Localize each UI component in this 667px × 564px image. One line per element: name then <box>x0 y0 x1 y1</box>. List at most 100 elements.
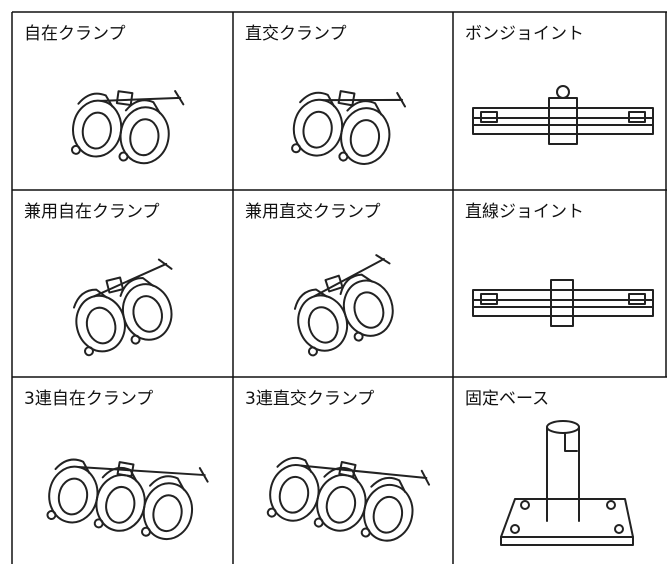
cell-label: 直交クランプ <box>245 24 347 44</box>
ring-inner <box>353 291 385 329</box>
pipe <box>472 107 654 135</box>
ring-inner <box>325 485 357 524</box>
sleeve <box>550 279 574 327</box>
cell-label: 3連自在クランプ <box>24 389 153 409</box>
hinge <box>149 475 185 491</box>
bolt <box>77 465 209 483</box>
end <box>628 111 646 123</box>
cell-label: 自在クランプ <box>24 24 126 44</box>
ring-inner <box>81 111 112 150</box>
nut <box>105 276 124 294</box>
hole <box>520 500 530 510</box>
hole <box>614 524 624 534</box>
hinge <box>346 100 383 116</box>
hinge <box>124 99 161 115</box>
ring <box>363 483 414 542</box>
ring-inner <box>307 306 339 344</box>
end <box>480 111 498 123</box>
hinge <box>276 456 313 473</box>
hinge <box>77 92 114 108</box>
cell-label: 直線ジョイント <box>465 202 584 222</box>
cell: 兼用自在クランプ <box>24 202 173 357</box>
ring-inner <box>278 475 310 514</box>
hinge <box>299 91 335 108</box>
ring-inner <box>132 295 163 333</box>
rivet <box>70 144 81 155</box>
nut <box>338 461 357 478</box>
joint-sketch <box>472 85 654 145</box>
ring <box>121 283 173 341</box>
ring <box>142 482 194 541</box>
ring <box>340 107 391 165</box>
plate <box>500 498 634 538</box>
nut <box>337 90 356 107</box>
clamp-sketch <box>293 254 394 357</box>
rivet <box>291 143 302 154</box>
cell: 固定ベース <box>465 389 634 546</box>
nut <box>116 461 135 478</box>
rivet <box>307 346 318 357</box>
sleeve <box>548 97 578 145</box>
ring <box>72 99 123 158</box>
cell: 直交クランプ <box>245 24 406 165</box>
ring <box>119 106 170 165</box>
ring-inner <box>57 477 89 516</box>
ring <box>48 465 99 524</box>
pipe <box>472 289 654 317</box>
post <box>546 426 580 522</box>
rivet <box>46 510 57 521</box>
clamp-sketch <box>46 458 209 541</box>
hinge <box>339 273 374 296</box>
rivet <box>313 517 324 528</box>
joint-sketch <box>472 279 654 327</box>
ring <box>342 279 394 337</box>
ring <box>75 294 126 353</box>
nut <box>324 274 344 293</box>
bolt <box>92 258 173 298</box>
rivet <box>130 334 141 345</box>
ring-inner <box>85 306 117 345</box>
ring-inner <box>302 110 333 149</box>
slot <box>564 432 578 452</box>
cell: 兼用直交クランプ <box>245 202 394 357</box>
cell-label: ボンジョイント <box>465 24 584 44</box>
bolt <box>321 91 406 108</box>
plate-edge <box>500 536 634 546</box>
rivet <box>118 151 129 162</box>
cell-label: 固定ベース <box>465 389 549 409</box>
hole <box>606 500 616 510</box>
rivet <box>140 526 151 537</box>
rivet <box>353 331 364 342</box>
ring <box>292 98 344 157</box>
hinge <box>72 288 108 309</box>
hinge <box>54 458 91 474</box>
bolt <box>299 464 431 486</box>
cell: 3連直交クランプ <box>245 389 431 542</box>
cell: 自在クランプ <box>24 24 185 165</box>
end <box>480 293 498 305</box>
cell-label: 3連直交クランプ <box>245 389 374 409</box>
clamp-sketch <box>72 258 173 357</box>
ring-inner <box>349 119 381 157</box>
ring <box>95 473 146 532</box>
clamp-sketch <box>70 90 185 165</box>
hinge <box>370 476 407 493</box>
rivet <box>338 151 349 162</box>
ring-inner <box>372 495 404 534</box>
base-sketch <box>500 420 634 546</box>
cell: 直線ジョイント <box>465 202 654 327</box>
bolt <box>100 90 185 106</box>
post-top <box>546 420 580 434</box>
rivet <box>93 518 104 529</box>
cell-label: 兼用自在クランプ <box>24 202 160 222</box>
hinge <box>119 276 155 297</box>
hinge <box>293 288 328 310</box>
clamp-sketch <box>291 90 406 165</box>
nut <box>115 90 134 107</box>
cell: 3連自在クランプ <box>24 389 209 541</box>
rivet <box>83 346 94 357</box>
ring-inner <box>129 118 160 157</box>
cell-label: 兼用直交クランプ <box>245 202 381 222</box>
ring-inner <box>105 485 136 524</box>
